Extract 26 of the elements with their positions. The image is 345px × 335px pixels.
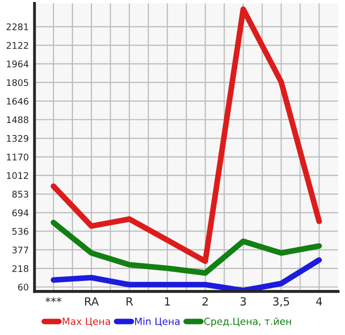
y-tick-label: 1805 [6,79,28,86]
legend-label: Сред.Цена, т.йен [204,318,291,327]
y-tick-label: 1170 [6,154,28,160]
y-tick-label: 1964 [6,60,28,68]
y-tick-label: 218 [12,265,28,272]
y-tick-label: 694 [12,209,28,216]
y-tick-label: 1012 [6,172,28,179]
legend-label: Min Цена [135,317,180,326]
x-tick-label: *** [45,297,62,302]
x-tick-label: 3 [240,297,246,306]
y-tick-label: 1329 [6,134,28,142]
y-tick-label: 1646 [6,98,28,105]
y-tick-label: 1488 [6,116,28,124]
x-tick-label: R [126,297,133,306]
x-tick-label: 4 [316,297,322,306]
x-tick-label: RA [85,297,99,306]
y-tick-label: 536 [12,228,28,235]
y-tick-label: 60 [18,284,28,291]
y-tick-label: 2122 [6,42,28,49]
x-tick-label: 2 [202,297,208,306]
x-tick-label: 3,5 [273,297,290,307]
y-tick-label: 377 [12,246,28,254]
y-tick-label: 853 [12,190,28,198]
y-tick-label: 2281 [6,23,28,30]
x-tick-label: 1 [165,297,170,306]
legend-label: Max Цена [62,318,110,326]
